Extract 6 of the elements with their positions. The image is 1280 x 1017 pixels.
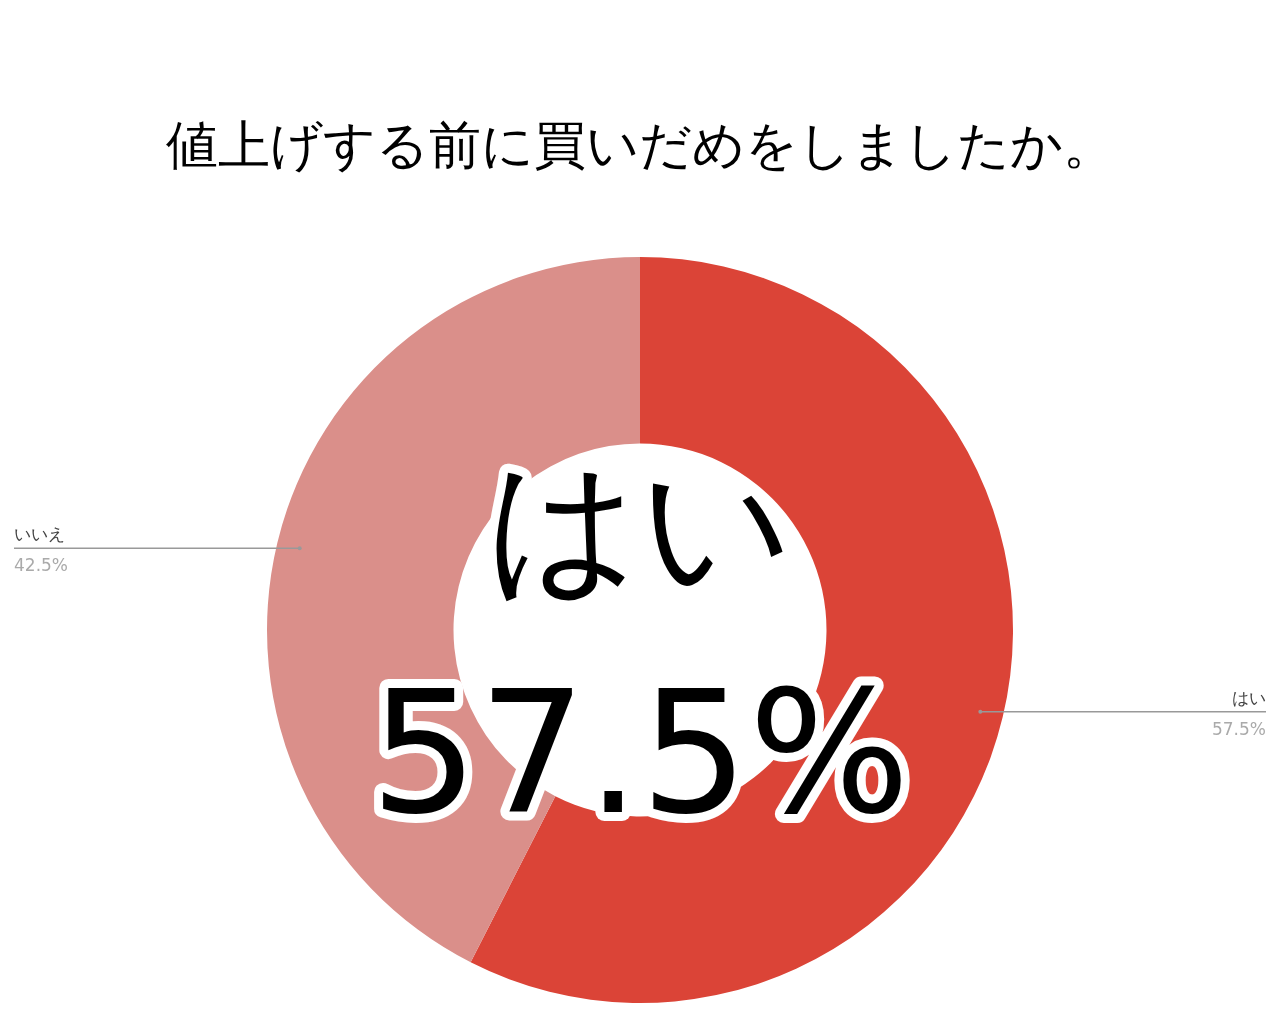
text: はい — [486, 439, 794, 613]
slice-label: はい — [1232, 687, 1266, 708]
data-label: 57.5% — [1211, 718, 1266, 739]
chart-title: 値上げする前に買いだめをしましたか。 — [165, 115, 1115, 175]
slice-label: いいえ — [14, 524, 65, 545]
data-label: 42.5% — [14, 555, 69, 576]
